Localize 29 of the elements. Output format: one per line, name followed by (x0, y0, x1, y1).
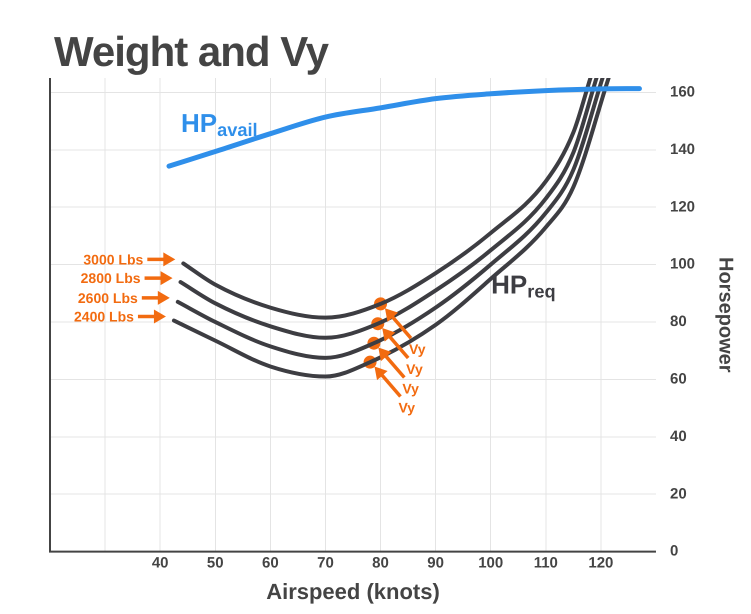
x-axis-title: Airspeed (knots) (266, 578, 440, 604)
y-axis-title: Horsepower (714, 257, 736, 373)
x-tick-label: 40 (152, 554, 169, 572)
text: 2400 Lbs (74, 308, 134, 325)
y-tick-label: 0 (670, 542, 678, 560)
x-tick-label: 70 (317, 554, 334, 572)
y-tick-label: 100 (670, 256, 696, 273)
annotation: Vy (402, 380, 420, 397)
y-tick-label: 60 (670, 370, 687, 388)
y-tick-label: 40 (670, 428, 687, 445)
x-tick-label: 50 (206, 554, 224, 572)
x-tick-label: 80 (372, 554, 389, 572)
y-tick-label: 20 (670, 485, 687, 502)
annotation: Vy (406, 361, 423, 378)
x-tick-label: 110 (534, 554, 558, 572)
x-tick-label: 120 (588, 554, 614, 572)
y-tick-label: 160 (670, 83, 696, 100)
x-tick-label: 60 (262, 554, 279, 572)
text: 2600 Lbs (78, 290, 138, 306)
y-tick-label: 140 (670, 140, 696, 158)
annotation: Vy (398, 399, 416, 416)
chart-title: Weight and Vy (54, 28, 328, 76)
text: 3000 Lbs (83, 251, 144, 268)
text: 2800 Lbs (80, 270, 141, 286)
annotation: Vy (408, 341, 426, 358)
y-tick-label: 80 (670, 313, 687, 330)
x-tick-label: 100 (478, 554, 504, 572)
x-tick-label: 90 (427, 554, 444, 572)
y-tick-label: 120 (670, 198, 696, 216)
